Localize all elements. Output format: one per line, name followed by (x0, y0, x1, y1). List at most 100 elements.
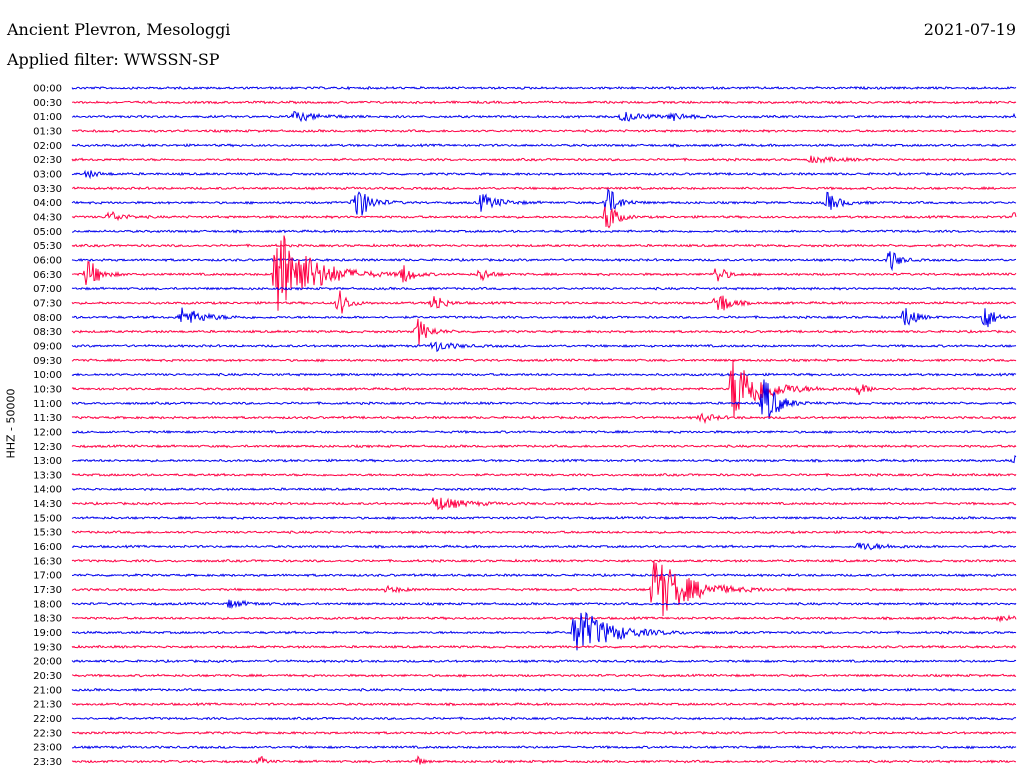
trace-row (71, 111, 1017, 123)
time-label: 10:30 (33, 384, 62, 395)
trace-row (71, 128, 1017, 134)
filter-label: Applied filter: WWSSN-SP (7, 50, 220, 69)
trace-row (71, 235, 1017, 311)
time-label: 14:00 (33, 485, 62, 496)
time-label: 16:30 (33, 556, 62, 567)
time-label: 14:30 (33, 499, 62, 510)
time-label: 23:30 (33, 757, 62, 768)
trace-row (71, 341, 1017, 353)
trace-row (71, 85, 1017, 91)
time-label: 10:00 (33, 370, 62, 381)
time-label: 15:30 (33, 528, 62, 539)
trace-row (71, 155, 1017, 164)
time-label: 17:00 (33, 571, 62, 582)
trace-row (71, 444, 1017, 449)
trace-row (71, 611, 1017, 651)
trace-row (71, 487, 1017, 492)
trace-row (71, 100, 1017, 105)
time-label: 18:30 (33, 614, 62, 625)
trace-row (71, 318, 1017, 346)
trace-row (72, 229, 1017, 234)
trace-row (71, 186, 1017, 191)
time-label: 01:00 (33, 112, 62, 123)
time-label: 06:30 (33, 270, 62, 281)
time-label: 08:30 (33, 327, 62, 338)
time-label: 03:00 (33, 169, 62, 180)
trace-row (71, 243, 1017, 248)
trace-row (71, 560, 1017, 617)
trace-row (71, 169, 1017, 180)
time-label: 00:00 (33, 84, 62, 95)
trace-row (71, 357, 1017, 363)
trace-row (71, 644, 1017, 650)
trace-row (71, 472, 1017, 478)
trace-row (71, 542, 1017, 551)
trace-row (71, 599, 1017, 610)
station-name: Ancient Plevron, Mesologgi (7, 20, 231, 39)
trace-row (71, 360, 1017, 417)
time-label: 07:30 (33, 298, 62, 309)
time-label: 00:30 (33, 98, 62, 109)
time-label: 04:00 (33, 198, 62, 209)
trace-row (71, 497, 1017, 511)
trace-row (71, 730, 1017, 736)
trace-row (71, 614, 1017, 623)
time-label: 18:00 (33, 599, 62, 610)
trace-row (72, 454, 1017, 464)
time-label: 05:30 (33, 241, 62, 252)
trace-row (71, 572, 1017, 578)
trace-row (71, 412, 1017, 425)
time-label: 15:00 (33, 513, 62, 524)
time-label: 20:30 (33, 671, 62, 682)
trace-row (71, 515, 1017, 521)
trace-row (71, 744, 1017, 750)
time-label: 12:30 (33, 442, 62, 453)
time-label: 16:00 (33, 542, 62, 553)
time-label: 09:30 (33, 356, 62, 367)
time-label: 20:00 (33, 657, 62, 668)
time-label: 07:00 (33, 284, 62, 295)
trace-row (71, 188, 1017, 216)
time-label: 11:30 (33, 413, 62, 424)
trace-row (71, 673, 1017, 678)
trace-row (71, 251, 1017, 272)
trace-row (71, 290, 1017, 314)
trace-row (71, 687, 1017, 693)
trace-row (71, 286, 1017, 291)
record-date: 2021-07-19 (923, 20, 1016, 39)
time-label: 09:00 (33, 341, 62, 352)
time-label: 22:00 (33, 714, 62, 725)
time-label: 19:00 (33, 628, 62, 639)
time-label: 21:30 (33, 700, 62, 711)
time-label: 02:00 (33, 141, 62, 152)
trace-row (71, 702, 1017, 707)
trace-row (71, 206, 1017, 229)
time-label: 05:00 (33, 227, 62, 238)
time-label: 01:30 (33, 126, 62, 137)
trace-row (71, 716, 1017, 721)
time-label: 17:30 (33, 585, 62, 596)
trace-row (71, 755, 1017, 765)
time-label: 08:00 (33, 313, 62, 324)
time-label: 12:00 (33, 427, 62, 438)
time-label: 06:00 (33, 255, 62, 266)
trace-row (71, 658, 1017, 664)
time-label: 21:00 (33, 685, 62, 696)
trace-row (71, 307, 1017, 328)
trace-row (71, 379, 1017, 419)
trace-row (71, 143, 1017, 148)
time-label: 03:30 (33, 184, 62, 195)
time-label: 19:30 (33, 642, 62, 653)
time-label: 23:00 (33, 743, 62, 754)
trace-row (71, 429, 1017, 435)
time-label: 11:00 (33, 399, 62, 410)
time-label: 02:30 (33, 155, 62, 166)
trace-row (71, 530, 1017, 535)
time-label: 22:30 (33, 728, 62, 739)
trace-row (71, 372, 1017, 377)
time-label: 13:00 (33, 456, 62, 467)
time-label: 04:30 (33, 212, 62, 223)
trace-row (71, 558, 1017, 564)
time-label: 13:30 (33, 470, 62, 481)
